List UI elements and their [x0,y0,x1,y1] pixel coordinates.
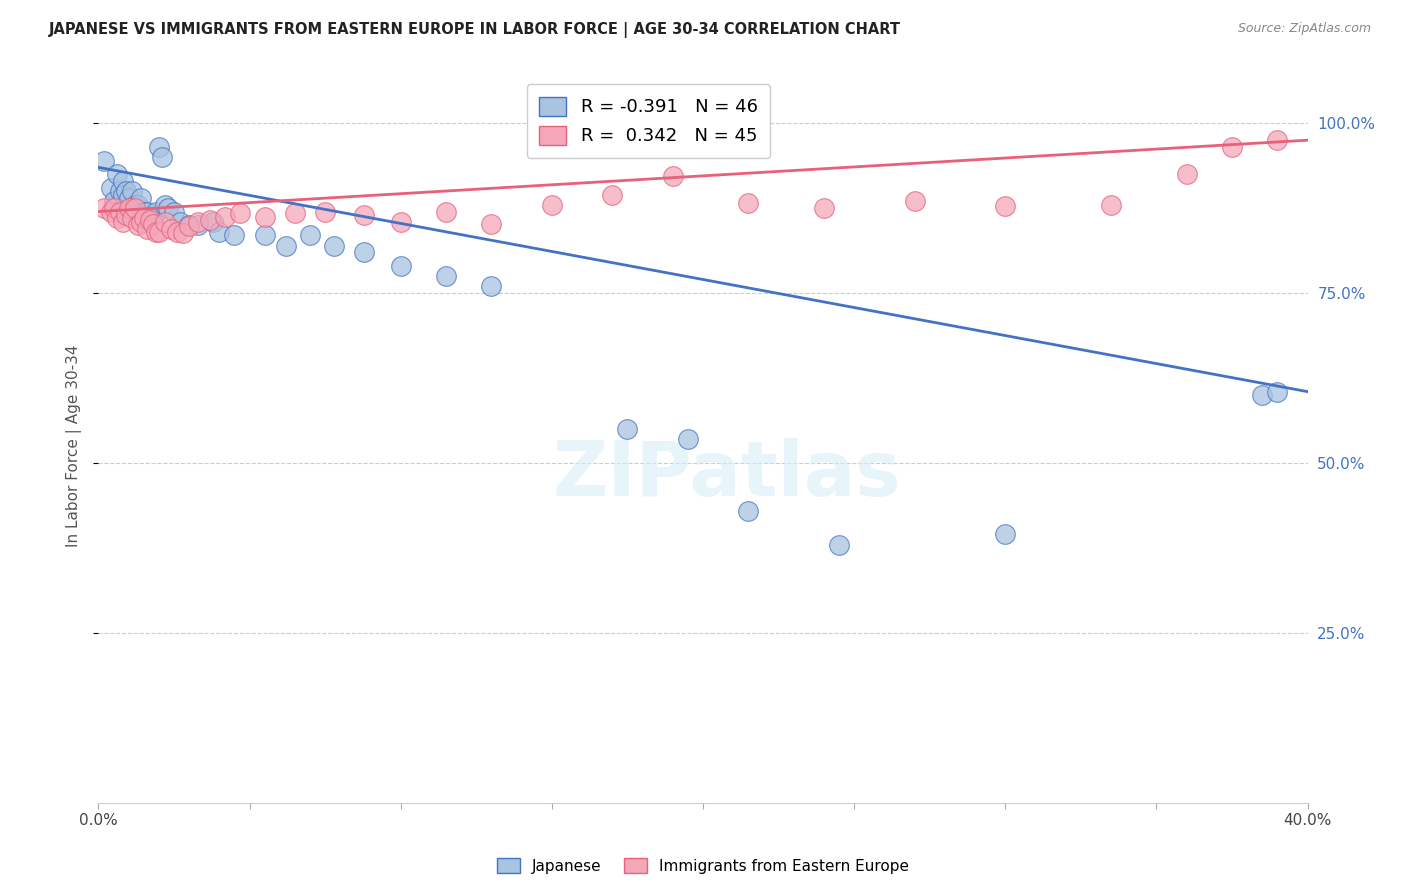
Point [1220,140,1243,154]
Point [160,221,183,235]
Point [616,422,638,436]
Point [994,199,1017,213]
Point [132,204,155,219]
Point [224,228,246,243]
Point [389,259,412,273]
Point [93,201,115,215]
Point [208,225,231,239]
Point [904,194,927,209]
Point [481,279,503,293]
Point [200,212,222,227]
Point [1175,167,1198,181]
Legend: Japanese, Immigrants from Eastern Europe: Japanese, Immigrants from Eastern Europe [491,852,915,880]
Point [93,153,115,168]
Point [118,191,141,205]
Point [100,180,122,194]
Point [813,201,835,215]
Point [274,238,297,252]
Point [1267,133,1289,147]
Point [111,174,134,188]
Point [737,196,759,211]
Point [187,215,209,229]
Point [127,198,149,212]
Point [602,187,624,202]
Point [100,204,122,219]
Text: Source: ZipAtlas.com: Source: ZipAtlas.com [1237,22,1371,36]
Point [153,198,176,212]
Point [135,204,157,219]
Point [169,215,191,229]
Point [166,225,188,239]
Point [737,503,759,517]
Point [103,194,125,209]
Text: JAPANESE VS IMMIGRANTS FROM EASTERN EUROPE IN LABOR FORCE | AGE 30-34 CORRELATIO: JAPANESE VS IMMIGRANTS FROM EASTERN EURO… [49,22,901,38]
Point [389,215,412,229]
Text: ZIPatlas: ZIPatlas [553,438,901,511]
Point [129,191,152,205]
Point [540,198,562,212]
Point [179,218,201,232]
Point [202,215,225,229]
Point [111,187,134,202]
Point [1267,384,1289,399]
Point [148,140,170,154]
Point [314,204,336,219]
Point [179,219,201,234]
Point [284,206,307,220]
Point [118,204,141,219]
Point [114,184,136,198]
Point [253,228,276,243]
Legend: R = -0.391   N = 46, R =  0.342   N = 45: R = -0.391 N = 46, R = 0.342 N = 45 [527,84,770,158]
Point [434,269,457,284]
Point [156,201,179,215]
Point [434,204,457,219]
Point [124,201,146,215]
Point [105,167,128,181]
Point [142,217,165,231]
Point [124,198,146,212]
Point [229,206,252,220]
Point [353,245,375,260]
Point [142,215,165,229]
Point [127,208,149,222]
Point [163,204,186,219]
Point [129,215,152,229]
Point [135,221,157,235]
Point [353,208,375,222]
Point [172,227,194,241]
Point [253,210,276,224]
Point [153,215,176,229]
Point [118,201,141,215]
Point [828,537,851,551]
Point [121,184,143,198]
Point [299,228,322,243]
Point [676,432,699,446]
Point [481,217,503,231]
Point [150,150,173,164]
Point [1251,388,1274,402]
Point [132,211,155,226]
Point [145,204,167,219]
Y-axis label: In Labor Force | Age 30-34: In Labor Force | Age 30-34 [66,344,83,548]
Point [323,238,346,252]
Point [108,204,131,219]
Point [114,208,136,222]
Point [187,218,209,232]
Point [103,201,125,215]
Point [139,212,162,227]
Point [139,211,162,226]
Point [1099,198,1122,212]
Point [994,527,1017,541]
Point [661,169,683,184]
Point [127,218,149,232]
Point [105,211,128,226]
Point [145,225,167,239]
Point [111,215,134,229]
Point [148,225,170,239]
Point [214,210,236,224]
Point [121,211,143,226]
Point [108,184,131,198]
